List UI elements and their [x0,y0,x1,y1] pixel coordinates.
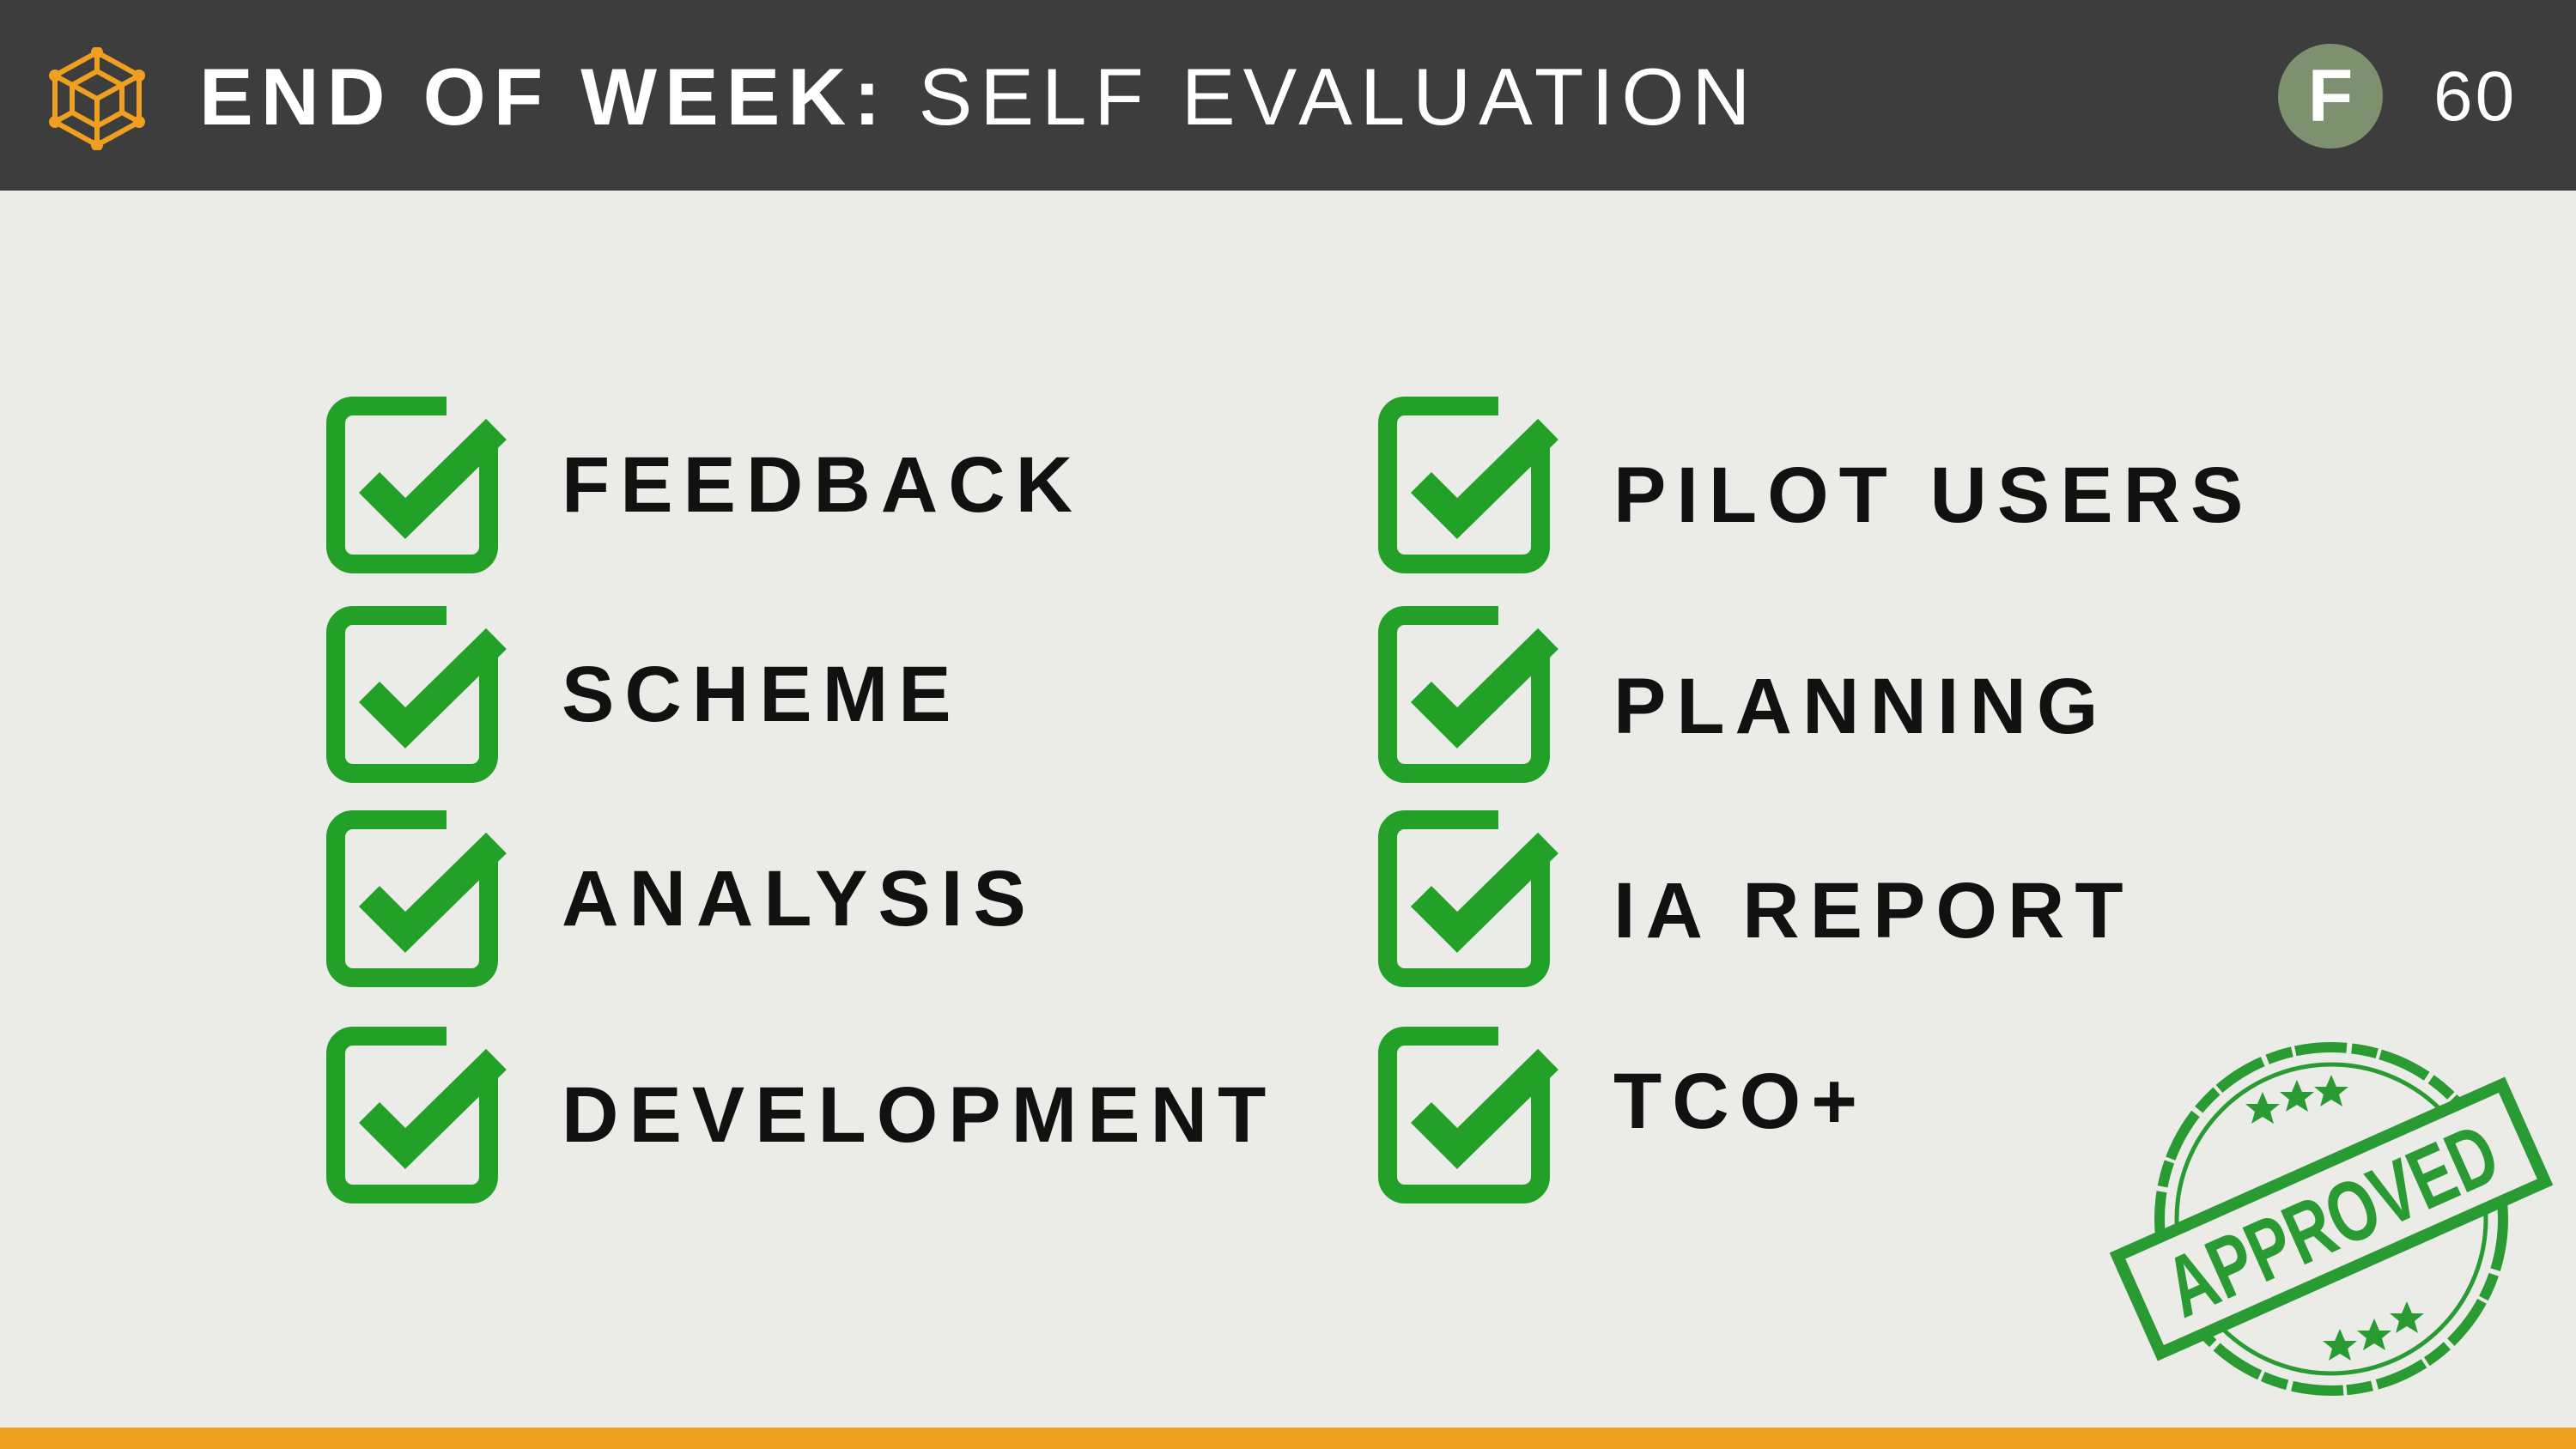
checkbox-checked-icon [1378,606,1567,783]
page-title-bold: END OF WEEK: [199,52,889,142]
footer-accent-bar [0,1428,2576,1449]
checkbox-checked-icon [326,1027,515,1203]
checkbox-checked-icon [1378,397,1567,573]
checkbox-checked-icon [326,810,515,987]
header-bar: END OF WEEK: SELF EVALUATION F 60 [0,0,2576,191]
checklist-label: SCHEME [562,651,962,738]
checklist-label: FEEDBACK [562,441,1084,529]
checklist-label: PILOT USERS [1613,452,2254,539]
checkbox-checked-icon [1378,1027,1567,1203]
page-number: 60 [2433,58,2518,136]
checklist-label: IA REPORT [1613,867,2134,955]
page-title: END OF WEEK: SELF EVALUATION [199,50,1758,144]
checklist-label: DEVELOPMENT [562,1071,1277,1159]
checkbox-checked-icon [326,397,515,573]
hexagon-cube-icon [49,47,145,150]
checklist-label: ANALYSIS [562,855,1036,943]
badge-letter: F [2278,44,2383,149]
checklist-label: TCO+ [1613,1058,1868,1145]
approved-stamp-icon: APPROVED [2109,1042,2554,1396]
checkbox-checked-icon [326,606,515,783]
page-title-light: SELF EVALUATION [918,52,1759,142]
checklist-label: PLANNING [1613,663,2109,750]
checkbox-checked-icon [1378,810,1567,987]
